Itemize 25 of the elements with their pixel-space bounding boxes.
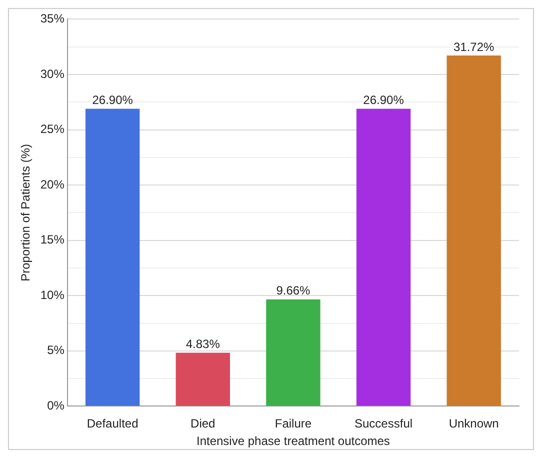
y-axis-title: Proportion of Patients (%)	[18, 144, 33, 282]
x-tick-label: Died	[190, 416, 216, 431]
y-tick-label: 0%	[47, 398, 65, 413]
data-label: 26.90%	[363, 93, 404, 108]
bar	[85, 108, 140, 406]
y-tick-label: 30%	[40, 66, 65, 81]
data-label: 26.90%	[92, 93, 134, 108]
x-tick-label: Unknown	[448, 416, 499, 431]
x-tick-label: Failure	[274, 416, 312, 431]
y-tick-label: 20%	[40, 177, 65, 192]
x-tick-label: Defaulted	[86, 416, 138, 431]
data-label: 4.83%	[186, 337, 220, 352]
y-tick-label: 5%	[47, 343, 65, 358]
data-label: 9.66%	[276, 284, 311, 298]
y-tick-label: 10%	[40, 288, 65, 302]
x-axis-title: Intensive phase treatment outcomes	[196, 434, 390, 448]
bar	[266, 299, 320, 406]
bar	[176, 352, 230, 406]
bar	[356, 108, 411, 406]
data-label: 31.72%	[453, 40, 495, 54]
y-tick-label: 35%	[40, 12, 65, 26]
x-tick-label: Successful	[354, 416, 413, 431]
bar	[446, 55, 501, 406]
y-tick-label: 25%	[40, 122, 65, 136]
y-tick-label: 15%	[40, 232, 65, 247]
